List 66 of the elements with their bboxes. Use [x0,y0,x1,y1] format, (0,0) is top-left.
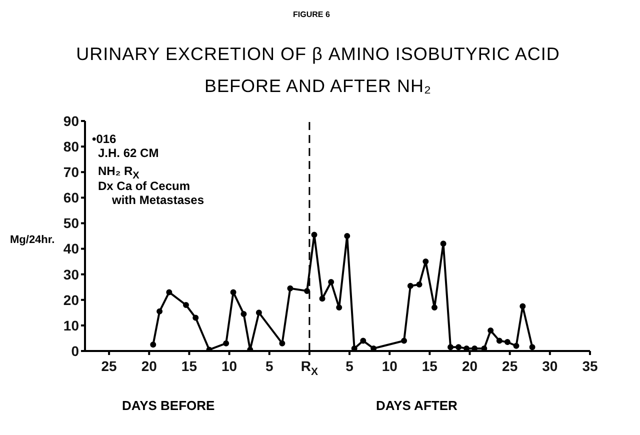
point [304,288,310,294]
point [504,339,510,346]
x-tick-label: 15 [422,358,438,374]
y-tick-label: 60 [63,190,80,206]
point [344,233,350,239]
x-tick-label: 15 [181,358,198,374]
point [401,338,408,344]
annotation: with Metastases [112,193,204,207]
point [311,232,318,238]
point [156,308,163,314]
y-tick-label: 20 [63,292,80,308]
annotation: •016 [92,132,116,146]
x-tick-label: 35 [582,358,598,374]
point [496,338,502,344]
y-tick-label: 50 [63,215,80,232]
caption: FIGURE 6 [293,10,330,19]
point [360,338,366,344]
point [192,314,199,321]
point [407,282,414,289]
x-tick-label: 10 [382,358,398,374]
point [183,302,189,308]
point [448,344,454,350]
x-tick-label: 30 [542,358,558,374]
point [240,310,247,317]
y-tick-label: 80 [63,138,80,155]
point [513,342,520,349]
y-tick-label: 70 [63,164,80,180]
x-tick-label: 20 [462,358,478,374]
y-tick-label: 30 [63,266,80,282]
x-tick-label: 5 [346,358,354,374]
point [287,285,294,292]
text: DAYS AFTER [376,398,458,413]
annotation: NH₂ R$_{X}$ [98,164,140,182]
point [488,328,494,334]
point [166,289,172,296]
point [520,303,526,310]
y-tick-label: 40 [63,240,80,257]
point [456,344,462,350]
point [422,258,429,265]
point [256,310,262,316]
point [336,304,342,311]
text: DAYS BEFORE [122,398,215,413]
point [440,240,446,247]
y-tick-label: 0 [71,342,80,359]
point [230,289,236,296]
point [150,342,156,348]
chart-title: URINARY EXCRETION OF β AMINO ISOBUTYRIC ACID [76,44,560,64]
point [416,282,422,288]
point [431,304,438,311]
x-tick-label: 25 [101,358,118,374]
y-tick-label: 90 [63,112,80,129]
point [223,340,230,346]
x-tick-label: 20 [141,358,158,374]
point [328,279,334,285]
chart-subtitle: BEFORE AND AFTER NH₂ [204,76,432,96]
x-tick-label: 5 [265,358,274,374]
x-tick-label: R$_{X}$ [300,358,318,378]
y-tick-label: 10 [63,317,80,334]
point [529,344,536,350]
x-tick-label: 10 [221,358,238,374]
annotation: Dx Ca of Cecum [98,179,190,193]
point [279,340,286,346]
y-axis-title: Mg/24hr. [10,234,55,246]
annotation: J.H. 62 CM [98,146,159,160]
x-tick-label: 25 [502,358,518,374]
point [319,296,326,302]
